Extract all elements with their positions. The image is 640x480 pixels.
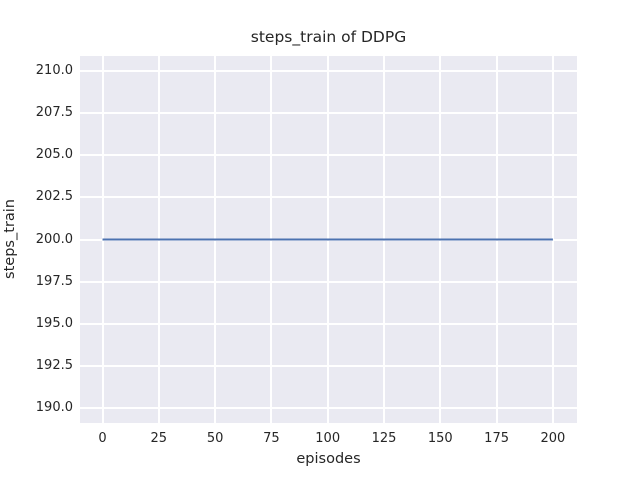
x-tick-label: 125 [371,431,397,446]
x-tick-label: 0 [98,431,107,446]
x-tick-label: 150 [427,431,453,446]
y-tick-label: 197.5 [35,273,73,289]
x-tick-label: 25 [150,431,168,446]
x-tick-label: 50 [206,431,224,446]
x-tick-label: 75 [263,431,280,446]
y-tick-label: 192.5 [35,357,73,373]
gridline-x [101,56,104,423]
x-tick-label: 175 [484,431,510,446]
y-tick-label: 200.0 [35,231,73,247]
y-tick-label: 202.5 [35,189,73,205]
plot-area [80,56,577,423]
y-tick-label: 205.0 [35,147,73,163]
chart-title: steps_train of DDPG [250,28,407,46]
y-tick-label: 207.5 [35,105,73,121]
x-tick-label: 200 [540,431,566,446]
series-layer [102,238,553,241]
x-axis-label: episodes [296,451,361,467]
y-tick-label: 190.0 [35,399,73,415]
y-tick-label: 210.0 [35,63,73,79]
x-tick-label: 100 [315,431,341,446]
y-tick-label: 195.0 [35,315,73,331]
